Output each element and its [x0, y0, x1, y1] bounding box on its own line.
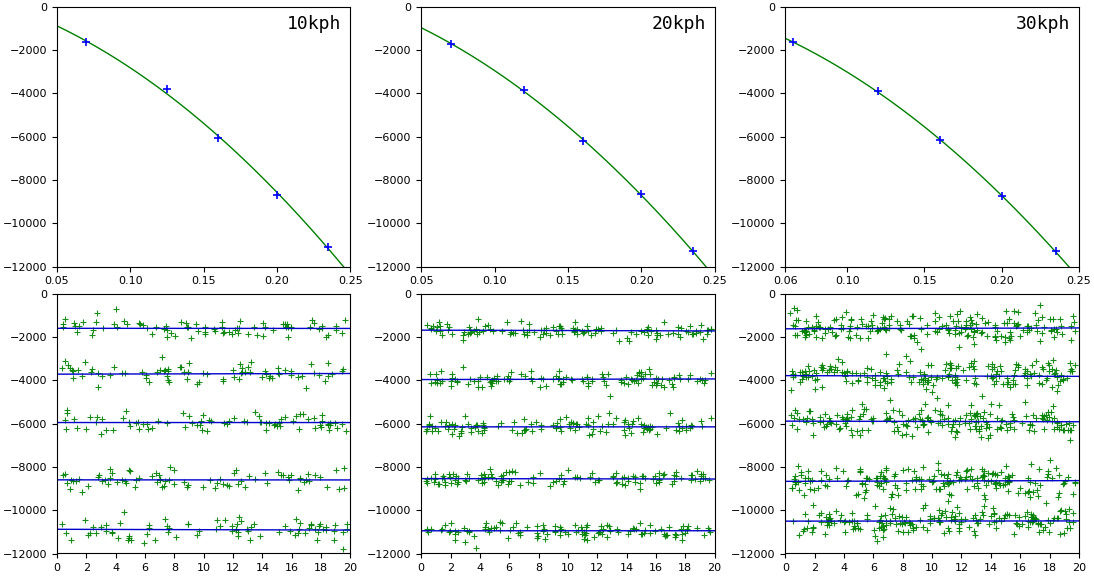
Text: 20kph: 20kph [651, 14, 706, 33]
Text: 30kph: 30kph [1015, 14, 1070, 33]
Text: 10kph: 10kph [288, 14, 341, 33]
